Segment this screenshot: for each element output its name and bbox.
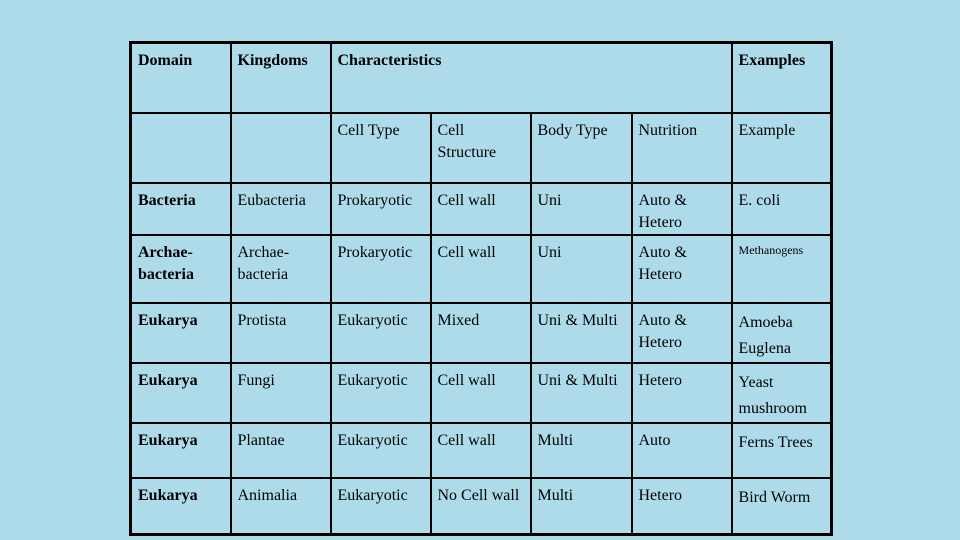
cell-cell-structure: Mixed xyxy=(429,301,532,364)
header-blank-kingdom xyxy=(229,111,332,184)
header-nutrition: Nutrition xyxy=(630,111,733,184)
header-row-2: Cell Type Cell Structure Body Type Nutri… xyxy=(129,111,833,184)
cell-cell-type: Eukaryotic xyxy=(329,361,432,424)
cell-nutrition: Auto xyxy=(630,421,733,479)
header-blank-domain xyxy=(129,111,232,184)
cell-domain: Eukarya xyxy=(129,361,232,424)
header-body-type: Body Type xyxy=(529,111,633,184)
table-row: Archae-bacteria Archae-bacteria Prokaryo… xyxy=(129,233,833,304)
header-characteristics: Characteristics xyxy=(329,41,733,114)
cell-nutrition: Hetero xyxy=(630,361,733,424)
cell-example: Bird Worm xyxy=(730,476,833,536)
cell-example: E. coli xyxy=(730,181,833,236)
cell-body-type: Uni & Multi xyxy=(529,361,633,424)
cell-cell-structure: Cell wall xyxy=(429,421,532,479)
cell-cell-structure: Cell wall xyxy=(429,181,532,236)
cell-body-type: Uni xyxy=(529,233,633,304)
cell-example: Amoeba Euglena xyxy=(730,301,833,364)
cell-domain: Bacteria xyxy=(129,181,232,236)
cell-domain: Eukarya xyxy=(129,476,232,536)
cell-domain: Eukarya xyxy=(129,421,232,479)
cell-nutrition: Hetero xyxy=(630,476,733,536)
cell-cell-type: Prokaryotic xyxy=(329,181,432,236)
cell-kingdom: Fungi xyxy=(229,361,332,424)
cell-kingdom: Protista xyxy=(229,301,332,364)
cell-example: Yeast mushroom xyxy=(730,361,833,424)
header-kingdoms: Kingdoms xyxy=(229,41,332,114)
classification-table: Domain Kingdoms Characteristics Examples… xyxy=(129,41,834,536)
header-examples: Examples xyxy=(730,41,833,114)
cell-example: Methanogens xyxy=(730,233,833,304)
table-row: Eukarya Protista Eukaryotic Mixed Uni & … xyxy=(129,301,833,364)
cell-body-type: Multi xyxy=(529,476,633,536)
table-row: Eukarya Plantae Eukaryotic Cell wall Mul… xyxy=(129,421,833,479)
table-row: Eukarya Animalia Eukaryotic No Cell wall… xyxy=(129,476,833,536)
cell-kingdom: Archae-bacteria xyxy=(229,233,332,304)
cell-example: Ferns Trees xyxy=(730,421,833,479)
cell-domain: Eukarya xyxy=(129,301,232,364)
cell-body-type: Uni xyxy=(529,181,633,236)
cell-domain: Archae-bacteria xyxy=(129,233,232,304)
cell-kingdom: Plantae xyxy=(229,421,332,479)
header-example: Example xyxy=(730,111,833,184)
table-row: Eukarya Fungi Eukaryotic Cell wall Uni &… xyxy=(129,361,833,424)
cell-cell-type: Prokaryotic xyxy=(329,233,432,304)
cell-kingdom: Animalia xyxy=(229,476,332,536)
table-row: Bacteria Eubacteria Prokaryotic Cell wal… xyxy=(129,181,833,236)
cell-cell-structure: No Cell wall xyxy=(429,476,532,536)
header-row-1: Domain Kingdoms Characteristics Examples xyxy=(129,41,833,114)
cell-cell-structure: Cell wall xyxy=(429,233,532,304)
cell-cell-type: Eukaryotic xyxy=(329,421,432,479)
cell-nutrition: Auto & Hetero xyxy=(630,181,733,236)
cell-body-type: Uni & Multi xyxy=(529,301,633,364)
cell-nutrition: Auto & Hetero xyxy=(630,233,733,304)
cell-nutrition: Auto & Hetero xyxy=(630,301,733,364)
cell-cell-structure: Cell wall xyxy=(429,361,532,424)
cell-body-type: Multi xyxy=(529,421,633,479)
header-cell-type: Cell Type xyxy=(329,111,432,184)
header-domain: Domain xyxy=(129,41,232,114)
cell-cell-type: Eukaryotic xyxy=(329,476,432,536)
cell-cell-type: Eukaryotic xyxy=(329,301,432,364)
header-cell-structure: Cell Structure xyxy=(429,111,532,184)
cell-kingdom: Eubacteria xyxy=(229,181,332,236)
